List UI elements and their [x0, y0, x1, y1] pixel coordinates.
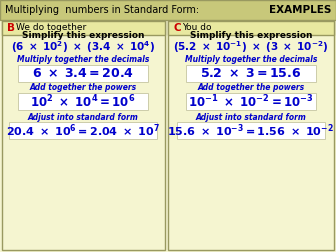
FancyBboxPatch shape: [18, 65, 148, 82]
Text: $\mathbf{5.2\ \times\ 3 = 15.6}$: $\mathbf{5.2\ \times\ 3 = 15.6}$: [200, 67, 302, 80]
Text: Simplify this expression: Simplify this expression: [22, 32, 144, 41]
FancyBboxPatch shape: [186, 65, 316, 82]
FancyBboxPatch shape: [168, 21, 334, 35]
Text: B: B: [7, 23, 15, 33]
FancyBboxPatch shape: [0, 0, 336, 20]
FancyBboxPatch shape: [186, 93, 316, 110]
FancyBboxPatch shape: [18, 93, 148, 110]
Text: Multiplying  numbers in Standard Form:: Multiplying numbers in Standard Form:: [5, 5, 199, 15]
FancyBboxPatch shape: [2, 21, 165, 250]
Text: Simplify this expression: Simplify this expression: [190, 32, 312, 41]
Text: Add together the powers: Add together the powers: [198, 83, 304, 92]
Text: $\mathbf{(6\ \times\ 10^2)\ \times\ (3.4\ \times\ 10^4)}$: $\mathbf{(6\ \times\ 10^2)\ \times\ (3.4…: [11, 39, 155, 55]
Text: $\mathbf{6\ \times\ 3.4 = 20.4}$: $\mathbf{6\ \times\ 3.4 = 20.4}$: [32, 67, 134, 80]
Text: Multiply together the decimals: Multiply together the decimals: [17, 55, 149, 65]
Text: You do: You do: [182, 23, 211, 33]
Text: $\mathbf{20.4\ \times\ 10^6 = 2.04\ \times\ 10^7}$: $\mathbf{20.4\ \times\ 10^6 = 2.04\ \tim…: [6, 122, 160, 139]
FancyBboxPatch shape: [168, 21, 334, 250]
FancyBboxPatch shape: [9, 122, 157, 139]
Text: EXAMPLES: EXAMPLES: [268, 5, 331, 15]
Text: $\mathbf{(5.2\ \times\ 10^{-1})\ \times\ (3\ \times\ 10^{-2})}$: $\mathbf{(5.2\ \times\ 10^{-1})\ \times\…: [173, 39, 329, 55]
Text: $\mathbf{15.6\ \times\ 10^{-3} = 1.56\ \times\ 10^{-2}}$: $\mathbf{15.6\ \times\ 10^{-3} = 1.56\ \…: [168, 122, 335, 139]
Text: Add together the powers: Add together the powers: [30, 83, 136, 92]
FancyBboxPatch shape: [2, 21, 165, 35]
Text: $\mathbf{10^{-1}\ \times\ 10^{-2} = 10^{-3}}$: $\mathbf{10^{-1}\ \times\ 10^{-2} = 10^{…: [188, 93, 314, 110]
Text: We do together: We do together: [16, 23, 86, 33]
Text: C: C: [173, 23, 181, 33]
Text: Adjust into standard form: Adjust into standard form: [196, 112, 306, 121]
Text: Multiply together the decimals: Multiply together the decimals: [185, 55, 317, 65]
Text: Adjust into standard form: Adjust into standard form: [28, 112, 138, 121]
Text: $\mathbf{10^2\ \times\ 10^4 = 10^6}$: $\mathbf{10^2\ \times\ 10^4 = 10^6}$: [30, 93, 136, 110]
FancyBboxPatch shape: [177, 122, 325, 139]
